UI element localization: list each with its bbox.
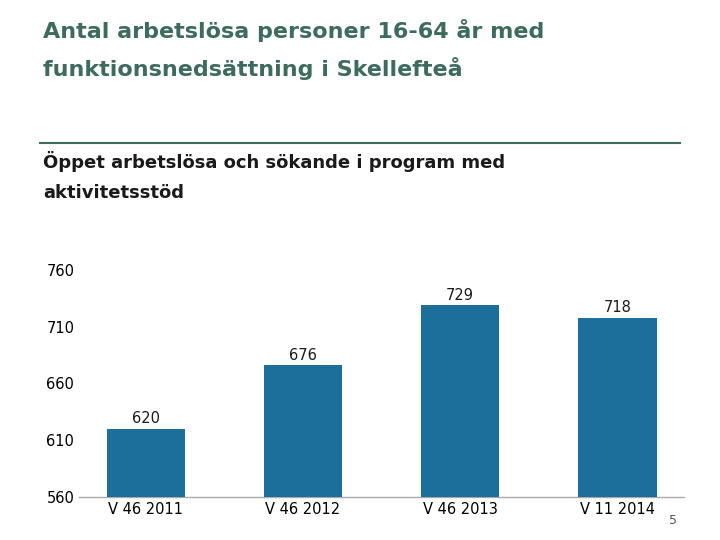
Text: Öppet arbetslösa och sökande i program med: Öppet arbetslösa och sökande i program m…: [43, 151, 505, 172]
Bar: [578, 318, 657, 540]
Text: 676: 676: [289, 348, 317, 363]
Text: 5: 5: [669, 514, 677, 526]
Text: 620: 620: [132, 411, 160, 427]
Bar: [421, 305, 500, 540]
Bar: [107, 429, 185, 540]
Text: Antal arbetslösa personer 16-64 år med: Antal arbetslösa personer 16-64 år med: [43, 19, 544, 42]
Bar: [264, 365, 342, 540]
Text: aktivitetsstöd: aktivitetsstöd: [43, 184, 184, 201]
Text: 718: 718: [603, 300, 631, 315]
Text: funktionsnedsättning i Skellefteå: funktionsnedsättning i Skellefteå: [43, 57, 463, 80]
Text: 729: 729: [446, 288, 474, 303]
